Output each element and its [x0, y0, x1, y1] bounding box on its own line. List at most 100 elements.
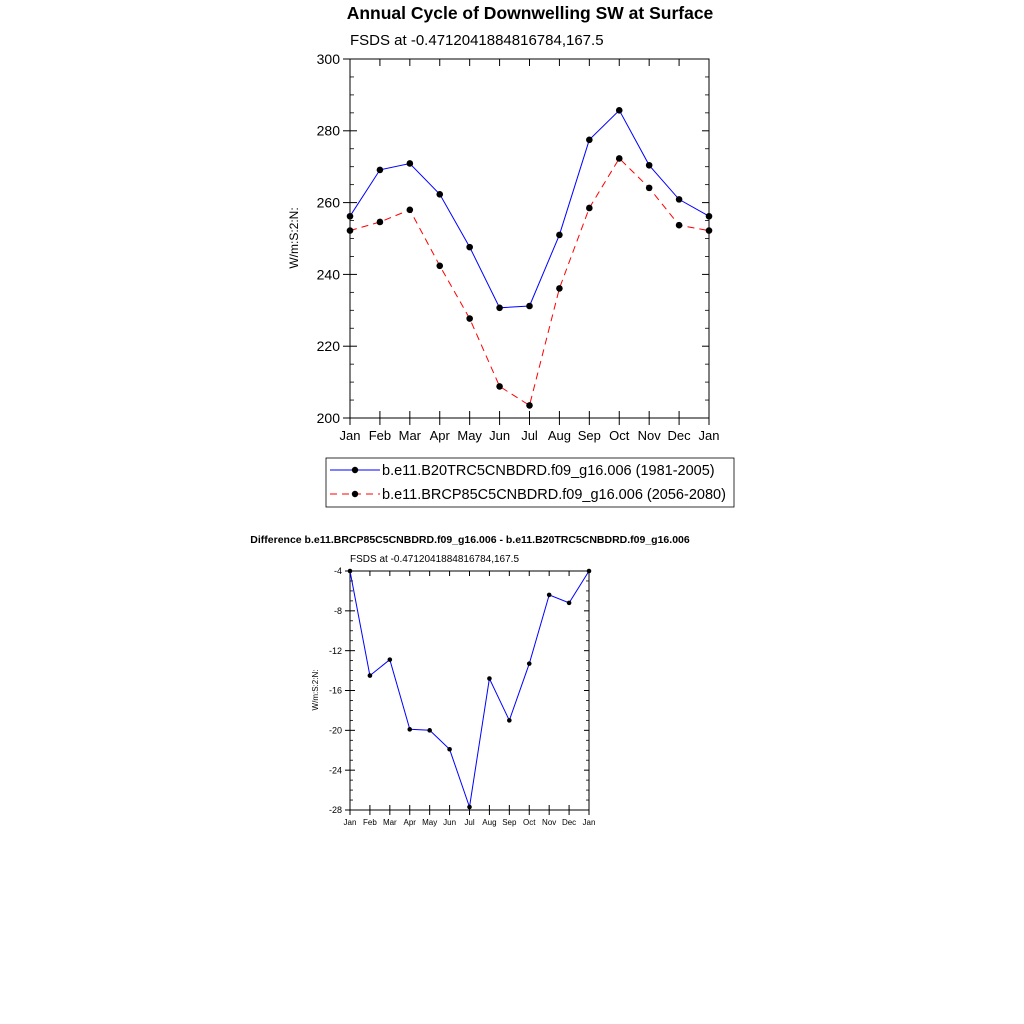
x-tick-label: Aug — [482, 818, 496, 827]
y-tick-label: -12 — [329, 646, 342, 656]
x-tick-label: Jan — [340, 428, 361, 443]
x-tick-label: May — [422, 818, 437, 827]
series-2-point — [705, 227, 713, 234]
x-tick-label: Dec — [668, 428, 692, 443]
legend-marker-series-2 — [351, 490, 359, 498]
series-1-point — [436, 191, 444, 198]
chart1-title: Annual Cycle of Downwelling SW at Surfac… — [347, 3, 714, 23]
series-1-point — [496, 304, 503, 312]
y-tick-label: 260 — [317, 195, 341, 211]
chart1-plot-frame — [349, 58, 710, 419]
chart1-y-tick-labels: 200 220 240 260 280 300 — [317, 51, 341, 426]
y-tick-label: -16 — [329, 686, 342, 696]
y-tick-label: 300 — [317, 51, 341, 67]
x-tick-label: Oct — [523, 818, 536, 827]
series-1-point — [586, 568, 592, 574]
x-tick-label: Nov — [638, 428, 662, 443]
y-tick-label: 280 — [317, 123, 341, 139]
x-tick-label: Mar — [383, 818, 397, 827]
x-tick-label: Sep — [502, 818, 517, 827]
y-tick-label: -20 — [329, 725, 342, 735]
series-2-point — [466, 315, 473, 322]
series-2-point — [526, 402, 533, 409]
legend-label-series-2: b.e11.BRCP85C5CNBDRD.f09_g16.006 (2056-2… — [382, 487, 726, 503]
series-1-point — [346, 212, 354, 220]
series-1-point — [367, 673, 373, 678]
series-line-1 — [349, 570, 590, 808]
chart1-series-group — [346, 107, 713, 409]
series-1-point — [387, 657, 393, 662]
chart1-subtitle: FSDS at -0.4712041884816784,167.5 — [350, 32, 604, 49]
series-1-point — [406, 160, 414, 167]
x-tick-label: Feb — [369, 428, 391, 443]
x-tick-label: Jan — [699, 428, 720, 443]
chart2-tick-marks — [345, 570, 590, 815]
y-tick-label: -28 — [329, 805, 342, 815]
chart2-series-group — [347, 568, 592, 810]
series-2-point — [675, 221, 683, 229]
x-tick-label: Jan — [344, 818, 357, 827]
x-tick-label: Jul — [464, 818, 474, 827]
series-1-point — [586, 136, 593, 144]
chart2-ylabel: W/m:S:2:N: — [311, 670, 320, 711]
series-1-point — [556, 231, 563, 239]
legend-marker-series-1 — [351, 466, 359, 474]
chart2-subtitle: FSDS at -0.4712041884816784,167.5 — [350, 554, 519, 565]
y-tick-label: 200 — [317, 410, 341, 426]
series-2-point — [615, 155, 623, 162]
series-1-point — [645, 161, 653, 169]
y-tick-label: 220 — [317, 338, 341, 354]
series-1-point — [347, 568, 353, 574]
series-2-point — [586, 204, 593, 212]
series-1-point — [447, 746, 452, 752]
chart1-tick-marks — [343, 58, 710, 425]
y-tick-label: -4 — [334, 566, 342, 576]
series-1-point — [467, 804, 472, 810]
series-2-point — [406, 206, 414, 214]
series-1-point — [615, 107, 623, 114]
chart2-title: Difference b.e11.BRCP85C5CNBDRD.f09_g16.… — [250, 534, 690, 546]
series-2-point — [436, 262, 444, 270]
series-1-point — [466, 243, 473, 251]
legend-box — [325, 457, 735, 508]
chart2-x-tick-labels: Jan Feb Mar Apr May Jun Jul Aug Sep Oct Nov Dec Jan — [344, 818, 596, 827]
y-tick-label: -24 — [329, 765, 342, 775]
chart2-plot-frame — [349, 570, 590, 811]
legend-label-series-1: b.e11.B20TRC5CNBDRD.f09_g16.006 (1981-20… — [382, 463, 715, 479]
series-2-point — [346, 227, 354, 234]
x-tick-label: Apr — [430, 428, 451, 443]
x-tick-label: Oct — [609, 428, 630, 443]
y-tick-label: 240 — [317, 266, 341, 282]
series-1-point — [407, 727, 413, 732]
x-tick-label: Dec — [562, 818, 576, 827]
series-line-2 — [349, 157, 710, 407]
series-1-point — [487, 676, 492, 681]
series-1-point — [705, 212, 713, 220]
series-1-point — [526, 302, 533, 310]
difference-chart: Difference b.e11.BRCP85C5CNBDRD.f09_g16.… — [250, 534, 690, 827]
chart1-x-tick-labels: Jan Feb Mar Apr May Jun Jul Aug Sep Oct Nov Dec Jan — [340, 428, 720, 443]
series-1-point — [546, 592, 552, 598]
series-1-point — [526, 661, 532, 666]
series-1-point — [566, 600, 572, 606]
series-2-point — [556, 285, 563, 292]
x-tick-label: Feb — [363, 818, 377, 827]
series-1-point — [376, 166, 384, 174]
chart1-ylabel: W/m:S:2:N: — [287, 207, 301, 268]
chart1-legend: b.e11.B20TRC5CNBDRD.f09_g16.006 (1981-20… — [325, 457, 735, 508]
x-tick-label: Aug — [548, 428, 571, 443]
series-2-point — [645, 184, 653, 192]
x-tick-label: Jun — [443, 818, 456, 827]
series-2-point — [376, 218, 384, 226]
series-line-1 — [349, 109, 710, 309]
series-2-point — [496, 383, 503, 390]
series-1-point — [427, 728, 432, 733]
x-tick-label: Jan — [583, 818, 596, 827]
x-tick-label: Apr — [404, 818, 417, 827]
x-tick-label: Jul — [521, 428, 538, 443]
x-tick-label: Jun — [489, 428, 510, 443]
x-tick-label: May — [457, 428, 482, 443]
x-tick-label: Sep — [578, 428, 601, 443]
chart2-y-tick-labels: -28 -24 -20 -16 -12 -8 -4 — [329, 566, 342, 815]
